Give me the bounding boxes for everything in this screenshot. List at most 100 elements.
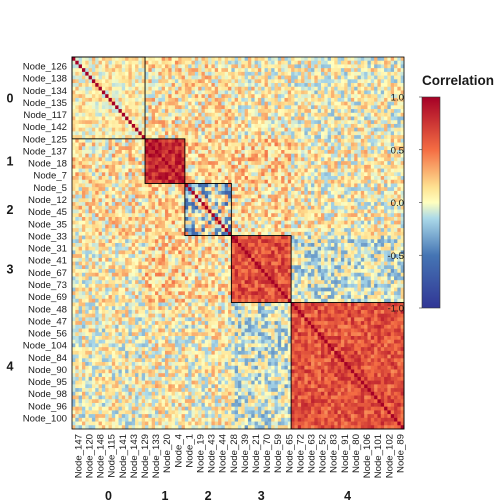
heatmap-cell: [390, 213, 395, 218]
heatmap-cell: [390, 138, 395, 143]
heatmap-cell: [148, 123, 153, 129]
heatmap-cell: [91, 209, 96, 214]
heatmap-cell: [131, 228, 136, 233]
heatmap-cell: [131, 153, 136, 158]
heatmap-cell: [171, 127, 176, 132]
heatmap-cell: [201, 135, 206, 140]
heatmap-cell: [380, 183, 385, 188]
heatmap-cell: [151, 83, 156, 88]
heatmap-cell: [330, 120, 335, 125]
heatmap-cell: [360, 157, 365, 162]
heatmap-cell: [244, 213, 249, 218]
heatmap-cell: [390, 198, 395, 203]
heatmap-cell: [221, 176, 226, 181]
heatmap-cell: [304, 172, 309, 177]
heatmap-cell: [301, 64, 305, 69]
heatmap-cell: [367, 135, 372, 140]
heatmap-cell: [257, 235, 262, 240]
heatmap-cell: [267, 205, 272, 210]
heatmap-cell: [350, 168, 355, 173]
heatmap-cell: [168, 105, 172, 110]
heatmap-cell: [360, 109, 365, 114]
heatmap-cell: [85, 176, 89, 181]
heatmap-cell: [390, 79, 395, 84]
heatmap-cell: [81, 112, 86, 117]
heatmap-cell: [78, 112, 83, 117]
heatmap-cell: [72, 138, 76, 143]
heatmap-cell: [291, 231, 295, 236]
heatmap-cell: [374, 135, 378, 140]
heatmap-cell: [284, 146, 289, 151]
heatmap-cell: [374, 116, 378, 121]
heatmap-cell: [347, 228, 352, 233]
heatmap-cell: [211, 127, 216, 132]
heatmap-cell: [254, 164, 259, 169]
heatmap-cell: [357, 198, 362, 203]
heatmap-cell: [228, 213, 232, 218]
heatmap-cell: [287, 224, 292, 229]
heatmap-cell: [221, 105, 226, 110]
heatmap-cell: [91, 164, 96, 169]
heatmap-cell: [135, 239, 139, 244]
heatmap-cell: [384, 179, 388, 184]
heatmap-cell: [367, 116, 372, 121]
heatmap-cell: [400, 194, 405, 199]
heatmap-cell: [181, 198, 186, 203]
heatmap-cell: [277, 228, 282, 233]
heatmap-cell: [251, 105, 255, 110]
heatmap-cell: [161, 220, 166, 225]
heatmap-cell: [228, 138, 232, 143]
heatmap-cell: [72, 135, 76, 140]
heatmap-cell: [218, 57, 222, 62]
heatmap-cell: [135, 112, 139, 117]
heatmap-cell: [327, 127, 332, 132]
heatmap-cell: [307, 68, 312, 73]
heatmap-cell: [171, 64, 176, 69]
heatmap-cell: [204, 172, 209, 177]
heatmap-cell: [400, 90, 405, 95]
heatmap-cell: [128, 161, 133, 166]
heatmap-cell: [254, 150, 259, 155]
heatmap-cell: [115, 101, 119, 106]
heatmap-cell: [321, 153, 325, 158]
heatmap-cell: [327, 105, 332, 110]
heatmap-cell: [397, 90, 402, 95]
heatmap-cell: [247, 161, 252, 166]
heatmap-cell: [327, 60, 332, 65]
heatmap-cell: [347, 68, 352, 73]
heatmap-cell: [394, 60, 398, 65]
heatmap-cell: [131, 135, 136, 140]
heatmap-cell: [181, 224, 186, 229]
heatmap-cell: [105, 75, 109, 80]
heatmap-cell: [244, 97, 249, 102]
heatmap-cell: [108, 235, 113, 240]
heatmap-cell: [324, 120, 328, 125]
heatmap-cell: [121, 150, 126, 155]
heatmap-cell: [370, 64, 375, 69]
heatmap-cell: [194, 142, 199, 147]
heatmap-cell: [108, 90, 113, 95]
heatmap-cell: [330, 97, 335, 102]
heatmap-cell: [91, 205, 96, 210]
heatmap-cell: [307, 135, 312, 140]
heatmap-cell: [304, 157, 309, 162]
heatmap-cell: [118, 101, 123, 106]
heatmap-cell: [131, 94, 136, 99]
heatmap-cell: [72, 105, 76, 110]
heatmap-cell: [151, 168, 156, 173]
heatmap-cell: [241, 216, 245, 222]
heatmap-cell: [297, 79, 302, 84]
heatmap-cell: [394, 228, 398, 233]
heatmap-cell: [281, 60, 285, 65]
heatmap-cell: [184, 105, 189, 110]
heatmap-cell: [297, 97, 302, 102]
heatmap-cell: [234, 235, 239, 240]
heatmap-cell: [307, 168, 312, 173]
heatmap-cell: [214, 161, 219, 166]
heatmap-cell: [301, 109, 305, 114]
heatmap-cell: [115, 116, 119, 121]
heatmap-cell: [178, 68, 182, 73]
heatmap-cell: [158, 71, 162, 76]
heatmap-cell: [244, 176, 249, 181]
heatmap-cell: [387, 60, 392, 65]
